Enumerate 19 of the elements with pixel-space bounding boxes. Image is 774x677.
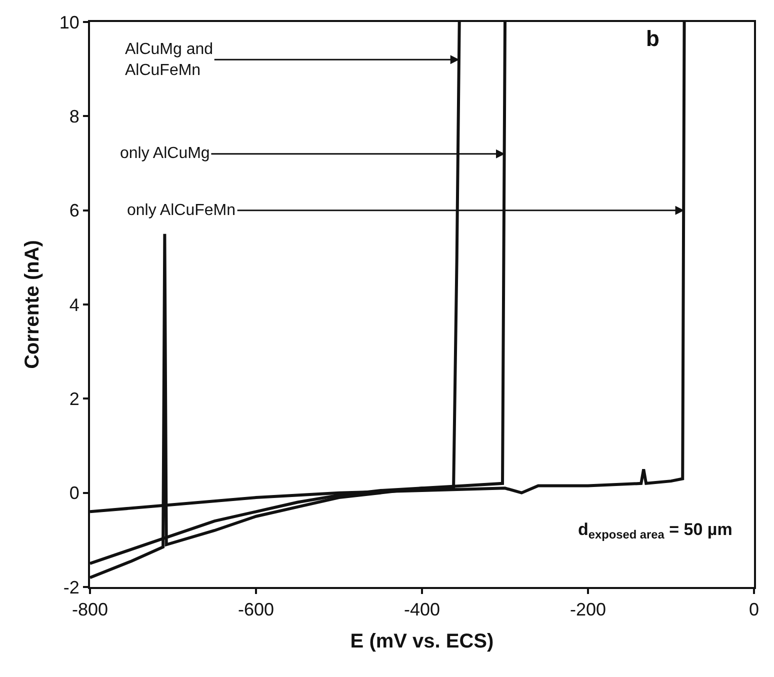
x-axis-title: E (mV vs. ECS) bbox=[350, 630, 494, 653]
y-tick-label: 10 bbox=[59, 12, 80, 32]
y-tick-label: 0 bbox=[69, 483, 80, 504]
y-tick-label: -2 bbox=[63, 577, 80, 598]
annotation: d$_{exposed area}$ = 50 µm bbox=[578, 520, 732, 542]
annotation: b bbox=[646, 26, 660, 51]
y-tick-label: 4 bbox=[69, 294, 80, 315]
y-tick-label: 6 bbox=[69, 200, 80, 221]
y-axis-title: Corrente (nA) bbox=[21, 240, 44, 369]
annotation: only AlCuFeMn bbox=[127, 202, 236, 219]
y-tick-label: 8 bbox=[69, 106, 80, 126]
annotation: AlCuMg and AlCuFeMn bbox=[125, 41, 214, 79]
y-tick-label: 2 bbox=[69, 388, 80, 409]
annotation: only AlCuMg bbox=[120, 145, 210, 162]
x-tick-label: -800 bbox=[72, 600, 108, 620]
x-tick-label: -200 bbox=[570, 600, 606, 620]
x-tick-label: 0 bbox=[748, 600, 760, 620]
x-tick-label: -400 bbox=[404, 600, 440, 620]
x-tick-label: -600 bbox=[238, 600, 274, 620]
